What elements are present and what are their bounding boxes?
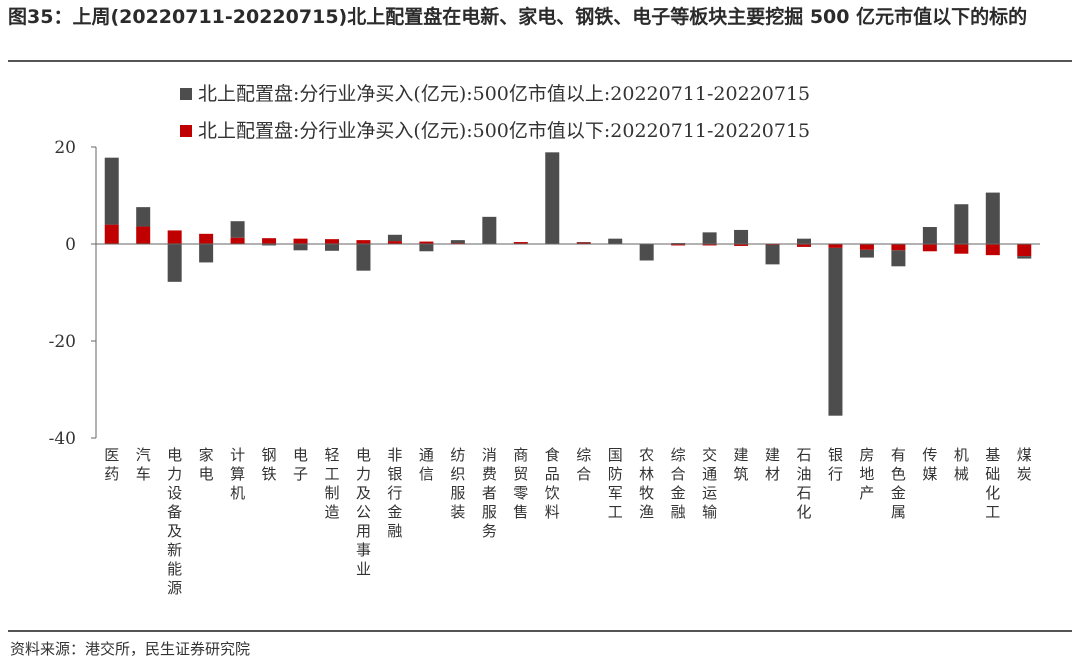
bar-below-500 xyxy=(356,240,371,244)
bar-above-500 xyxy=(702,232,717,244)
bar-below-500 xyxy=(513,242,528,244)
bar-below-500 xyxy=(671,244,686,246)
x-tick-label: 交通运输 xyxy=(702,446,717,521)
legend-label-0: 北上配置盘:分行业净买入(亿元):500亿市值以上:20220711-20220… xyxy=(198,83,810,105)
bar-above-500 xyxy=(765,244,780,265)
x-tick-label: 石油石化 xyxy=(796,446,811,521)
bar-above-500 xyxy=(576,242,591,243)
bar-below-500 xyxy=(859,244,874,250)
bar-above-500 xyxy=(419,244,434,252)
bar-above-500 xyxy=(608,238,623,244)
bar-above-500 xyxy=(639,244,654,261)
x-tick-label: 计算机 xyxy=(230,446,245,502)
x-tick-label: 纺织服装 xyxy=(450,446,465,521)
chart-legend: 北上配置盘:分行业净买入(亿元):500亿市值以上:20220711-20220… xyxy=(180,83,810,142)
y-tick-label: 20 xyxy=(54,138,76,158)
bar-below-500 xyxy=(325,239,339,244)
bar-above-500 xyxy=(230,221,245,238)
x-tick-label: 消费者服务 xyxy=(482,446,497,540)
x-tick-label: 电力及公用事业 xyxy=(356,446,371,578)
x-tick-label: 基础化工 xyxy=(985,446,1000,521)
y-tick-label: -40 xyxy=(49,429,76,449)
x-tick-label: 建筑 xyxy=(734,446,749,483)
legend-label-1: 北上配置盘:分行业净买入(亿元):500亿市值以下:20220711-20220… xyxy=(198,120,810,142)
bar-above-500 xyxy=(482,216,497,244)
x-tick-label: 传媒 xyxy=(922,446,937,483)
x-tick-label: 煤炭 xyxy=(1017,446,1032,483)
bar-above-500 xyxy=(199,244,214,263)
x-tick-label: 综合金融 xyxy=(671,446,686,521)
x-tick-label: 家电 xyxy=(199,446,214,483)
x-tick-label: 医药 xyxy=(104,446,119,483)
x-tick-label: 建材 xyxy=(765,446,780,483)
bar-below-500 xyxy=(828,244,843,248)
bar-below-500 xyxy=(891,244,906,251)
x-tick-label: 有色金属 xyxy=(891,446,906,521)
bar-above-500 xyxy=(891,250,906,267)
x-tick-label: 非银行金融 xyxy=(387,446,402,540)
x-tick-label: 银行 xyxy=(828,446,843,483)
x-tick-label: 农林牧渔 xyxy=(639,446,654,521)
x-tick-label: 机械 xyxy=(954,446,969,483)
bar-below-500 xyxy=(136,226,151,244)
bar-below-500 xyxy=(954,244,969,254)
bar-above-500 xyxy=(859,249,874,258)
legend-swatch-0 xyxy=(180,88,192,100)
bar-below-500 xyxy=(1017,244,1032,257)
bar-above-500 xyxy=(734,229,749,244)
bar-below-500 xyxy=(702,244,717,246)
bar-above-500 xyxy=(545,152,560,244)
source-divider xyxy=(8,630,1072,632)
bar-above-500 xyxy=(136,207,151,227)
bar-above-500 xyxy=(293,244,308,251)
x-tick-label: 钢铁 xyxy=(262,446,277,483)
bar-above-500 xyxy=(922,227,937,244)
bar-above-500 xyxy=(387,234,402,242)
bar-above-500 xyxy=(797,238,811,244)
bar-below-500 xyxy=(576,242,591,244)
page-title: 图35：上周(20220711-20220715)北上配置盘在电新、家电、钢铁、… xyxy=(8,6,1028,28)
y-tick-label: 0 xyxy=(65,235,76,255)
bar-below-500 xyxy=(922,244,937,252)
x-tick-label: 食品饮料 xyxy=(545,446,560,521)
bar-above-500 xyxy=(985,192,1000,244)
source-note: 资料来源：港交所，民生证券研究院 xyxy=(10,640,251,658)
x-tick-label: 通信 xyxy=(419,446,434,483)
bar-above-500 xyxy=(167,244,182,282)
bar-below-500 xyxy=(419,241,434,244)
x-tick-label: 电力设备及新能源 xyxy=(167,446,182,597)
x-tick-label: 轻工制造 xyxy=(324,446,339,521)
bar-above-500 xyxy=(262,244,277,246)
bar-below-500 xyxy=(199,233,214,244)
bar-above-500 xyxy=(954,204,969,244)
bar-below-500 xyxy=(167,230,182,244)
bar-above-500 xyxy=(1017,256,1032,259)
y-tick-label: -20 xyxy=(49,332,76,352)
stacked-bar-chart: 北上配置盘:分行业净买入(亿元):500亿市值以上:20220711-20220… xyxy=(49,83,1040,597)
bar-above-500 xyxy=(356,244,371,271)
x-tick-label: 综合 xyxy=(576,446,591,483)
title-divider xyxy=(8,60,1072,62)
bar-below-500 xyxy=(293,238,308,244)
bar-above-500 xyxy=(325,244,339,251)
bar-above-500 xyxy=(104,157,119,225)
bar-above-500 xyxy=(450,240,465,244)
bar-below-500 xyxy=(104,224,119,244)
bar-below-500 xyxy=(797,244,811,247)
x-tick-label: 房地产 xyxy=(859,446,874,502)
bar-below-500 xyxy=(387,241,402,244)
bar-below-500 xyxy=(734,244,749,246)
x-tick-label: 电子 xyxy=(293,446,308,483)
x-tick-label: 国防军工 xyxy=(608,446,623,521)
bar-below-500 xyxy=(230,237,245,244)
x-tick-label: 商贸零售 xyxy=(513,446,528,521)
bar-above-500 xyxy=(828,247,843,416)
bar-below-500 xyxy=(985,244,1000,256)
x-tick-label: 汽车 xyxy=(136,446,151,483)
bar-below-500 xyxy=(262,238,277,244)
legend-swatch-1 xyxy=(180,125,192,137)
